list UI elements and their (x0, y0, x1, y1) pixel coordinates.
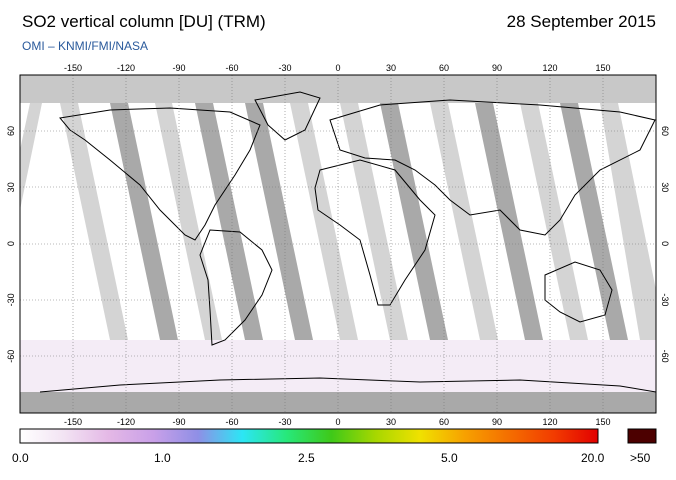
colorbar-label: 20.0 (581, 451, 605, 465)
tick-label: -30 (278, 63, 291, 73)
tick-label: 90 (492, 63, 502, 73)
tick-label: -150 (64, 417, 82, 427)
tick-label: 30 (386, 417, 396, 427)
colorbar (19, 428, 599, 444)
map-frame (19, 74, 657, 414)
longitude-ticks-top: -150 -120 -90 -60 -30 0 30 60 90 120 150 (64, 63, 611, 73)
tick-label: 90 (492, 417, 502, 427)
swath-gap (245, 103, 313, 340)
south-noise-band (20, 340, 656, 395)
coast-africa (314, 159, 436, 306)
map-date: 28 September 2015 (506, 12, 656, 31)
colorbar-label: 0.0 (12, 451, 29, 465)
tick-label: -60 (6, 350, 16, 363)
tick-label: 0 (335, 63, 340, 73)
colorbar-label: >50 (630, 451, 651, 465)
tick-label: -120 (117, 417, 135, 427)
colorbar-label: 2.5 (298, 451, 315, 465)
tick-label: 60 (439, 63, 449, 73)
tick-label: 120 (542, 417, 557, 427)
swath-gap (195, 103, 263, 340)
tick-label: -150 (64, 63, 82, 73)
tick-label: -60 (225, 417, 238, 427)
coast-south-america (199, 229, 273, 346)
tick-label: -90 (172, 63, 185, 73)
tick-label: 150 (595, 63, 610, 73)
tick-label: 120 (542, 63, 557, 73)
coast-greenland (254, 91, 321, 141)
swath-gap (600, 103, 656, 340)
tick-label: 0 (335, 417, 340, 427)
north-no-data-region (20, 75, 656, 103)
tick-label: 30 (6, 182, 16, 192)
orbit-gap-swaths-light (20, 103, 656, 340)
swath-gap (475, 103, 543, 340)
tick-label: 30 (660, 182, 670, 192)
colorbar-label: 5.0 (441, 451, 458, 465)
coast-eurasia (329, 99, 656, 236)
coast-north-america (59, 107, 261, 241)
tick-label: -30 (278, 417, 291, 427)
tick-label: -30 (6, 293, 16, 306)
swath-gap (155, 103, 222, 340)
tick-label: -60 (660, 350, 670, 363)
tick-label: 60 (660, 126, 670, 136)
tick-label: 60 (6, 126, 16, 136)
latitude-ticks-left: 60 30 0 -30 -60 (6, 126, 16, 363)
swath-gap (380, 103, 448, 340)
latitude-ticks-right: 60 30 0 -30 -60 (660, 126, 670, 363)
graticule (20, 75, 656, 413)
colorbar-overflow-swatch (627, 428, 657, 444)
swath-gap (110, 103, 178, 340)
data-credit: OMI – KNMI/FMI/NASA (22, 39, 149, 53)
colorbar-label: 1.0 (154, 451, 171, 465)
swath-gap (20, 103, 42, 210)
tick-label: 150 (595, 417, 610, 427)
tick-label: 0 (6, 241, 16, 246)
tick-label: 0 (660, 241, 670, 246)
map-title: SO2 vertical column [DU] (TRM) (22, 12, 266, 31)
tick-label: 30 (386, 63, 396, 73)
tick-label: -120 (117, 63, 135, 73)
swath-gap (430, 103, 498, 340)
longitude-ticks-bottom: -150 -120 -90 -60 -30 0 30 60 90 120 150 (64, 417, 611, 427)
coastlines (39, 91, 656, 393)
swath-gap (60, 103, 128, 340)
tick-label: -30 (660, 293, 670, 306)
tick-label: -60 (225, 63, 238, 73)
orbit-gap-swaths-dark (110, 103, 628, 340)
coast-antarctica (39, 377, 656, 393)
swath-gap (340, 103, 408, 340)
swath-gap (290, 103, 358, 340)
swath-gap (520, 103, 588, 340)
swath-gap (560, 103, 628, 340)
tick-label: -90 (172, 417, 185, 427)
tick-label: 60 (439, 417, 449, 427)
